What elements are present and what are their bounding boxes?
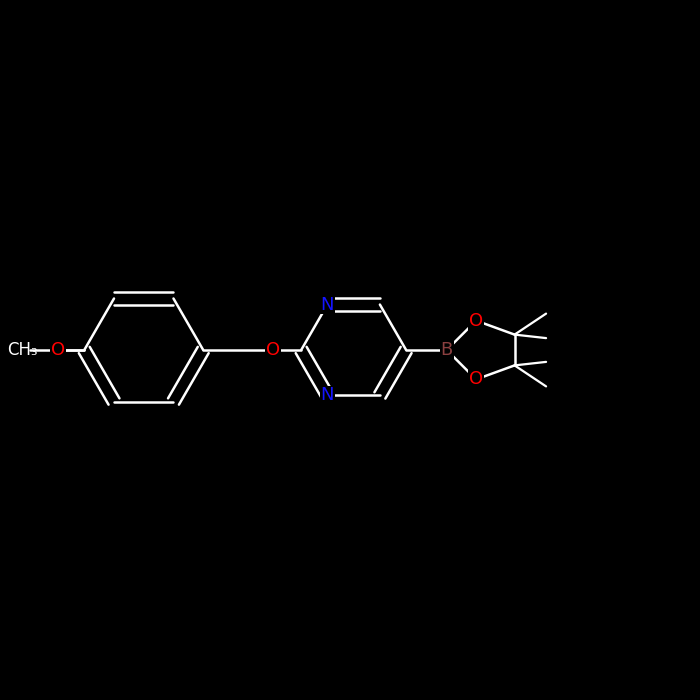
Text: O: O [469, 370, 483, 388]
Text: B: B [440, 341, 453, 359]
Text: N: N [321, 386, 334, 405]
Text: CH₃: CH₃ [7, 341, 37, 359]
Text: O: O [469, 312, 483, 330]
Text: O: O [266, 341, 280, 359]
Text: O: O [51, 341, 65, 359]
Text: N: N [321, 295, 334, 314]
Text: O: O [50, 341, 64, 359]
